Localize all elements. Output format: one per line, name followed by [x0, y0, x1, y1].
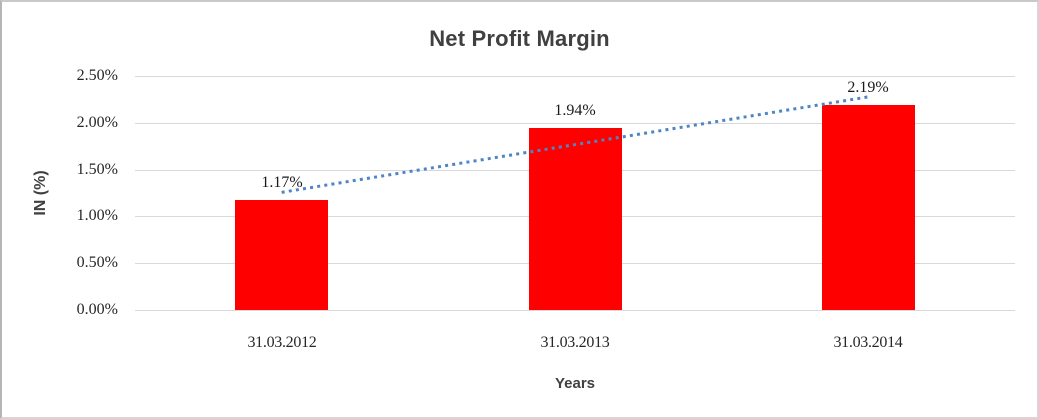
y-tick-label: 2.00% — [76, 113, 118, 131]
bar-data-label: 1.94% — [554, 102, 596, 119]
y-tick-label: 2.50% — [76, 67, 118, 84]
bar — [529, 128, 622, 310]
bar — [822, 105, 915, 310]
y-gridline — [135, 76, 1015, 77]
y-tick-label: 1.00% — [76, 207, 118, 225]
x-tick-label: 31.03.2012 — [247, 334, 317, 351]
x-tick-label: 31.03.2014 — [833, 334, 903, 351]
x-tick-label: 31.03.2013 — [540, 334, 610, 351]
plot-area: 1.17% 1.94% 2.19% — [135, 76, 1015, 311]
bar-data-label: 1.17% — [261, 174, 303, 191]
y-gridline — [135, 310, 1015, 311]
bar — [235, 200, 328, 310]
y-tick-label: 1.50% — [76, 160, 118, 178]
y-tick-label: 0.50% — [76, 254, 118, 272]
x-axis-title: Years — [554, 375, 596, 392]
chart-title: Net Profit Margin — [429, 26, 610, 51]
bar-data-label: 2.19% — [847, 79, 889, 96]
y-tick-label: 0.00% — [76, 301, 118, 318]
